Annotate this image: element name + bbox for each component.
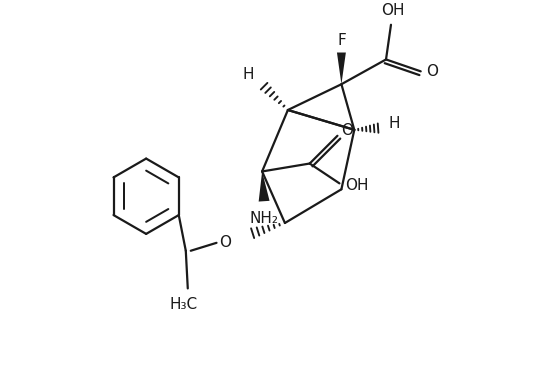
Text: O: O	[342, 123, 353, 138]
Text: OH: OH	[345, 178, 369, 193]
Text: H₃C: H₃C	[170, 297, 198, 312]
Polygon shape	[258, 171, 270, 202]
Text: F: F	[337, 33, 346, 48]
Text: O: O	[427, 64, 438, 79]
Text: H: H	[243, 67, 254, 82]
Polygon shape	[337, 53, 346, 84]
Text: H: H	[388, 116, 400, 131]
Text: NH₂: NH₂	[250, 211, 279, 226]
Text: OH: OH	[381, 3, 405, 18]
Text: O: O	[219, 235, 232, 250]
